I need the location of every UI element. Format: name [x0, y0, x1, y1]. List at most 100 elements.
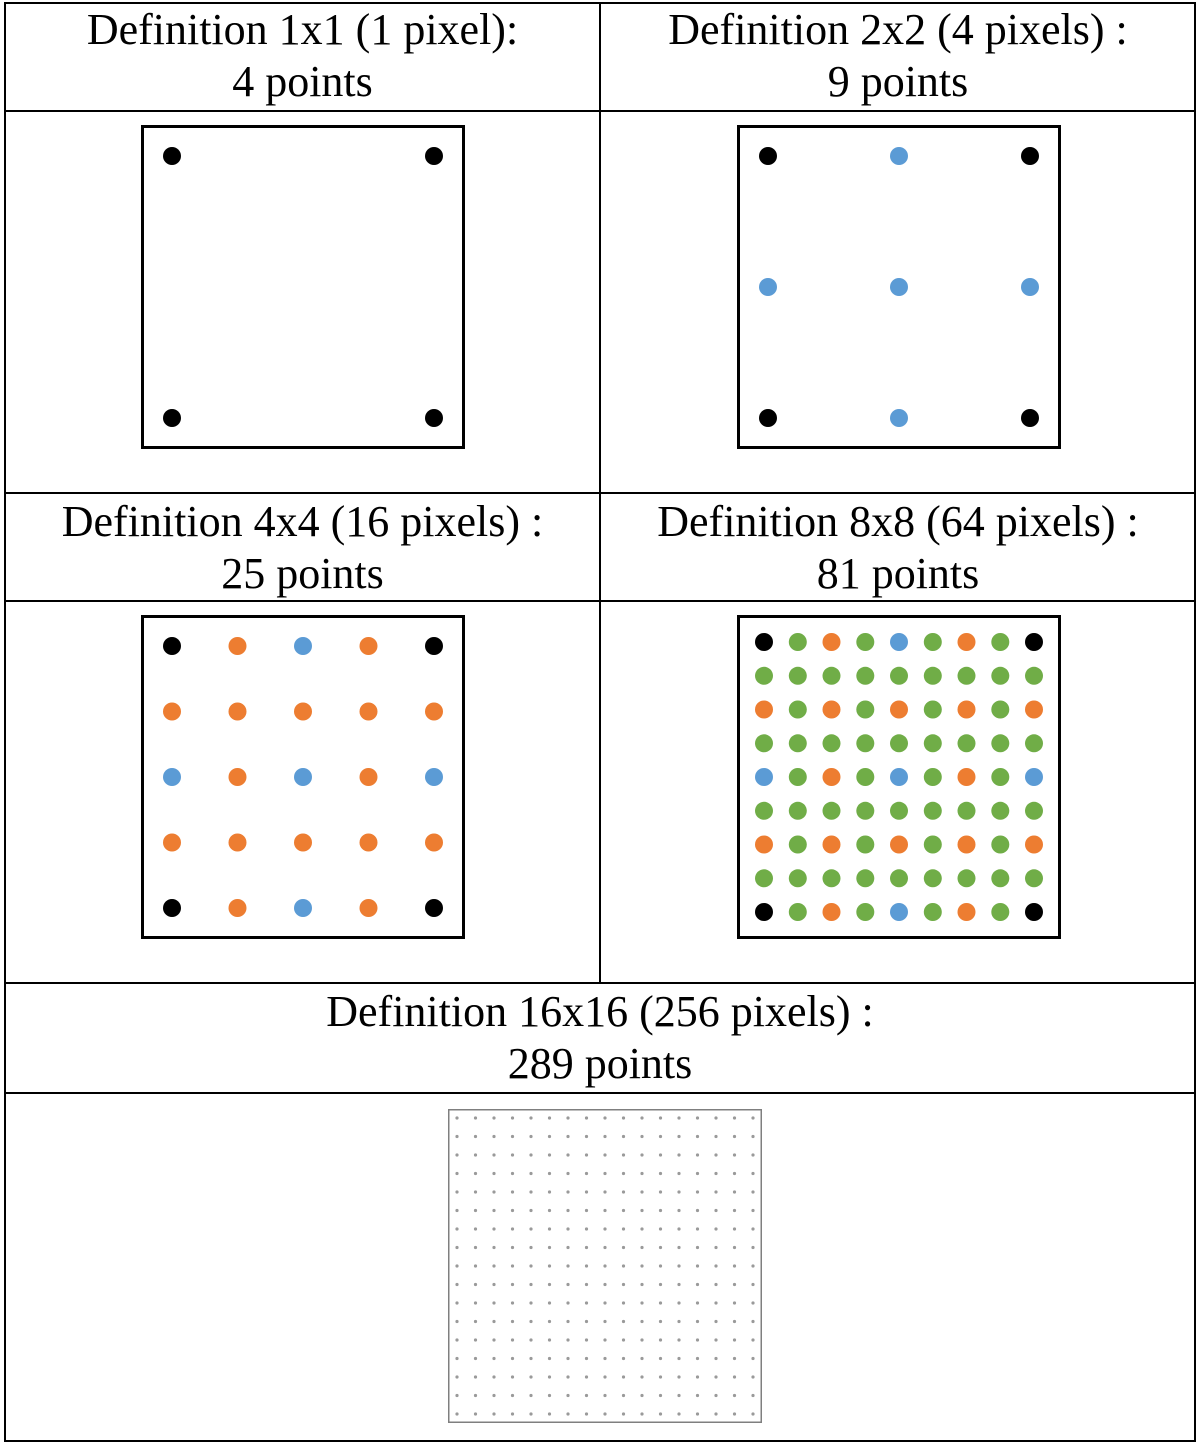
grid-point — [455, 1171, 459, 1176]
grid-frame — [141, 615, 465, 939]
grid-point — [492, 1153, 496, 1157]
grid-point — [714, 1393, 718, 1398]
grid-point — [621, 1208, 626, 1213]
grid-point — [228, 702, 247, 721]
grid-point — [890, 903, 908, 921]
grid-point — [957, 835, 976, 854]
grid-point — [755, 869, 773, 888]
grid-point — [957, 633, 976, 651]
grid-point — [492, 1116, 496, 1120]
grid-point — [991, 768, 1010, 786]
grid-point — [677, 1208, 681, 1213]
grid-point — [755, 633, 773, 651]
grid-point — [163, 899, 181, 917]
grid-point — [658, 1282, 663, 1287]
grid-point — [425, 702, 443, 721]
grid-point — [473, 1338, 478, 1342]
grid-point — [640, 1153, 644, 1157]
grid-point — [751, 1375, 755, 1379]
grid-point — [788, 700, 807, 719]
grid-point — [695, 1282, 700, 1287]
grid-point — [603, 1153, 607, 1157]
grid-point — [455, 1208, 459, 1213]
grid-point — [621, 1375, 626, 1379]
grid-point — [228, 768, 247, 786]
grid-point — [510, 1116, 515, 1120]
grid-point — [529, 1375, 533, 1379]
grid-point — [492, 1171, 496, 1176]
title-def-4x4: Definition 4x4 (16 pixels) : 25 points — [4, 496, 601, 600]
grid-point — [510, 1301, 515, 1305]
title-line-1: Definition 2x2 (4 pixels) : — [668, 5, 1128, 54]
grid-point — [695, 1116, 700, 1120]
table-divider-row-1 — [4, 110, 1196, 112]
grid-point — [584, 1282, 589, 1287]
grid-point — [547, 1134, 552, 1139]
grid-point — [584, 1264, 589, 1268]
grid-point — [714, 1375, 718, 1379]
grid-point — [1025, 666, 1043, 685]
grid-point — [732, 1153, 737, 1157]
grid-point — [751, 1134, 755, 1139]
grid-point — [455, 1338, 459, 1342]
grid-point — [294, 637, 312, 655]
title-def-1x1: Definition 1x1 (1 pixel): 4 points — [4, 4, 601, 108]
grid-point — [473, 1301, 478, 1305]
grid-point — [510, 1264, 515, 1268]
grid-point — [890, 734, 908, 753]
grid-point — [455, 1393, 459, 1398]
grid-point — [584, 1116, 589, 1120]
grid-point — [788, 666, 807, 685]
grid-point — [228, 833, 247, 852]
title-line-2: 9 points — [827, 57, 969, 106]
grid-point — [510, 1227, 515, 1231]
grid-point — [547, 1356, 552, 1361]
grid-point — [890, 278, 908, 296]
grid-point — [510, 1375, 515, 1379]
grid-point — [822, 835, 841, 854]
grid-point — [755, 700, 773, 719]
grid-point — [658, 1245, 663, 1250]
grid-point — [1025, 869, 1043, 888]
grid-point — [228, 899, 247, 917]
grid-point — [473, 1208, 478, 1213]
grid-point — [584, 1393, 589, 1398]
grid-point — [566, 1375, 570, 1379]
grid-point — [732, 1171, 737, 1176]
grid-point — [473, 1356, 478, 1361]
grid-point — [751, 1208, 755, 1213]
grid-point — [755, 835, 773, 854]
grid-point — [603, 1301, 607, 1305]
grid-point — [547, 1338, 552, 1342]
grid-point — [603, 1319, 607, 1324]
grid-point — [957, 666, 976, 685]
title-def-16x16: Definition 16x16 (256 pixels) : 289 poin… — [4, 986, 1196, 1090]
grid-point — [991, 666, 1010, 685]
grid-point — [923, 835, 942, 854]
grid-point — [566, 1171, 570, 1176]
grid-point — [529, 1153, 533, 1157]
grid-point — [751, 1264, 755, 1268]
grid-point — [584, 1208, 589, 1213]
grid-point — [695, 1393, 700, 1398]
grid-point — [751, 1190, 755, 1194]
grid-point — [492, 1393, 496, 1398]
grid-point — [788, 869, 807, 888]
grid-point — [566, 1134, 570, 1139]
grid-point — [455, 1375, 459, 1379]
grid-panel-4x4 — [141, 615, 465, 939]
grid-point — [473, 1116, 478, 1120]
grid-point — [547, 1190, 552, 1194]
grid-point — [658, 1116, 663, 1120]
grid-point — [677, 1338, 681, 1342]
grid-point — [621, 1134, 626, 1139]
grid-point — [856, 801, 875, 820]
grid-point — [1025, 700, 1043, 719]
grid-point — [677, 1116, 681, 1120]
grid-point — [923, 666, 942, 685]
grid-point — [455, 1134, 459, 1139]
grid-point — [566, 1116, 570, 1120]
grid-point — [751, 1356, 755, 1361]
grid-panel-1x1 — [141, 125, 465, 449]
grid-point — [856, 768, 875, 786]
